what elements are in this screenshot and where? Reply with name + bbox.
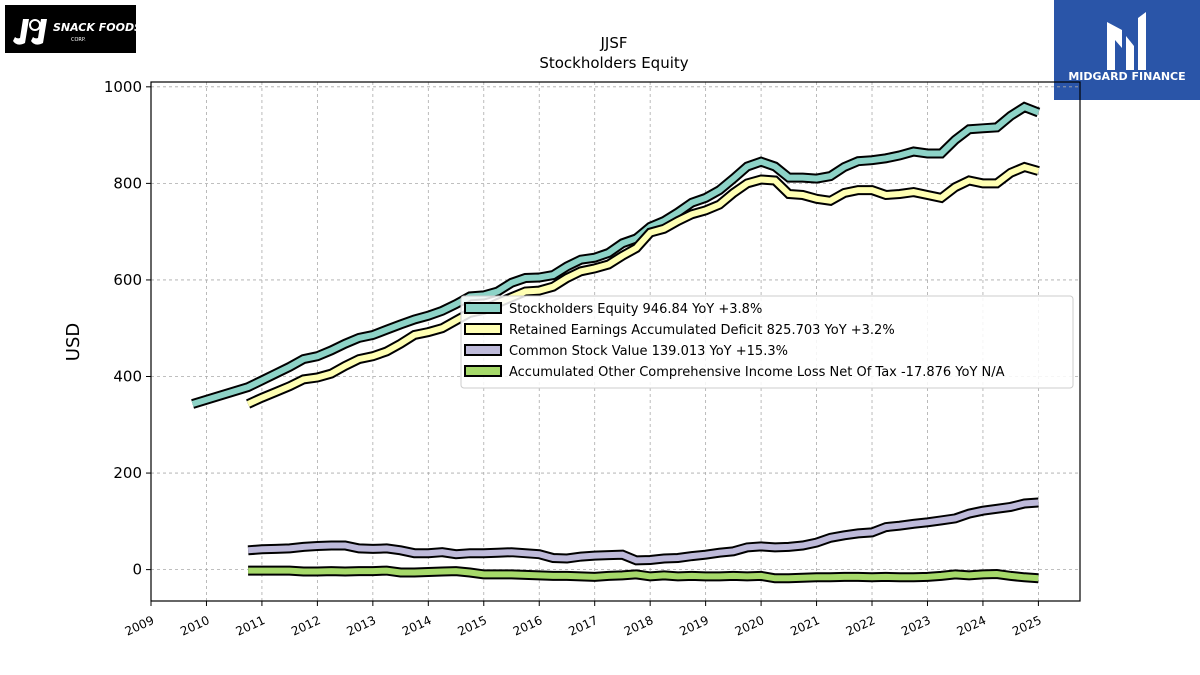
- series-line-fill: [247, 499, 1039, 564]
- x-tick-label: 2025: [1010, 613, 1044, 639]
- x-axis-ticks: 2009 2010 2011 2012 2013 2014 2015 2016 2017 2018…: [123, 601, 1044, 639]
- x-tick-label: 2010: [178, 613, 212, 639]
- x-tick-label: 2022: [844, 613, 878, 639]
- series-line-fill: [191, 103, 1040, 407]
- x-tick-label: 2024: [955, 613, 989, 639]
- legend-swatch: [464, 323, 502, 335]
- legend-swatch: [464, 302, 502, 314]
- x-tick-label: 2014: [400, 613, 434, 639]
- svg-text:CORP.: CORP.: [71, 37, 86, 43]
- series-line-1: [246, 161, 1040, 409]
- series-line-3: [248, 565, 1039, 584]
- legend-label: Stockholders Equity 946.84 YoY +3.8%: [509, 302, 762, 317]
- legend-item: Accumulated Other Comprehensive Income L…: [464, 365, 1005, 380]
- chart-subtitle: Stockholders Equity: [539, 54, 688, 72]
- x-tick-label: 2017: [566, 613, 600, 639]
- legend-label: Accumulated Other Comprehensive Income L…: [509, 365, 1005, 380]
- y-tick-label: 800: [113, 174, 142, 192]
- legend-swatch: [464, 365, 502, 377]
- series-line-fill: [248, 567, 1039, 582]
- legend-item: Retained Earnings Accumulated Deficit 82…: [464, 323, 895, 338]
- x-tick-label: 2023: [899, 613, 933, 639]
- series-line-fill: [246, 163, 1040, 407]
- x-tick-label: 2021: [788, 613, 822, 639]
- legend-swatch: [464, 344, 502, 356]
- x-tick-label: 2019: [677, 613, 711, 639]
- y-tick-label: 600: [113, 271, 142, 289]
- chart-series-lines: [191, 101, 1041, 584]
- y-tick-label: 200: [113, 464, 142, 482]
- legend-label: Retained Earnings Accumulated Deficit 82…: [509, 323, 895, 338]
- legend-item: Common Stock Value 139.013 YoY +15.3%: [464, 344, 788, 359]
- x-tick-label: 2020: [733, 613, 767, 639]
- y-tick-label: 0: [132, 561, 142, 579]
- legend-box: [460, 295, 1074, 389]
- y-tick-label: 400: [113, 368, 142, 386]
- jj-snack-foods-logo: SNACK FOODS CORP.: [5, 5, 142, 53]
- jj-snack-foods-logo-art: SNACK FOODS CORP.: [5, 5, 142, 53]
- y-tick-label: 1000: [104, 78, 142, 96]
- x-tick-label: 2015: [455, 613, 489, 639]
- midgard-finance-mark: MIDGARD FINANCE: [1054, 0, 1200, 100]
- midgard-finance-text: MIDGARD FINANCE: [1068, 70, 1185, 83]
- midgard-finance-logo: MIDGARD FINANCE: [1054, 0, 1200, 100]
- chart-legend: Stockholders Equity 946.84 YoY +3.8% Reta…: [460, 295, 1074, 389]
- legend-item: Stockholders Equity 946.84 YoY +3.8%: [464, 302, 762, 317]
- x-tick-label: 2013: [345, 613, 379, 639]
- x-tick-label: 2016: [511, 613, 545, 639]
- x-tick-label: 2011: [234, 613, 268, 639]
- series-line-0: [191, 101, 1041, 409]
- series-line-outline: [247, 497, 1039, 566]
- series-line-2: [247, 497, 1039, 566]
- x-tick-label: 2012: [289, 613, 323, 639]
- axes-frame: [150, 81, 1081, 602]
- y-axis-label: USD: [63, 323, 84, 361]
- y-axis-ticks: 0 200 400 600 800 1000: [104, 78, 151, 579]
- svg-text:SNACK FOODS: SNACK FOODS: [53, 21, 136, 34]
- chart-title: JJSF: [600, 34, 628, 52]
- x-tick-label: 2018: [622, 613, 656, 639]
- legend-label: Common Stock Value 139.013 YoY +15.3%: [509, 344, 788, 359]
- x-tick-label: 2009: [123, 613, 157, 639]
